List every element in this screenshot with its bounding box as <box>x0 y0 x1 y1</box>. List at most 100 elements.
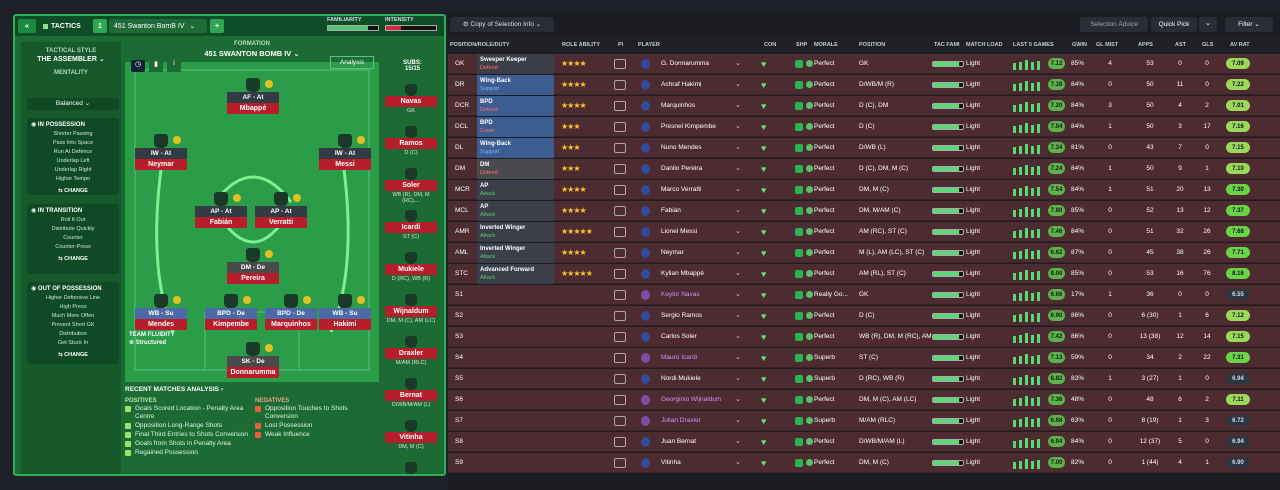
table-row[interactable]: S9 Vitinha ⌄ ♥ Perfect DM, M (C) Light 7.00 82% 0… <box>448 453 1280 473</box>
role-duty-select[interactable]: AP Attack <box>477 201 554 221</box>
chevron-down-icon[interactable]: ⌄ <box>735 312 741 319</box>
chevron-down-icon[interactable]: ⌄ <box>735 165 741 172</box>
player-name[interactable]: G. Donnarumma <box>661 60 710 67</box>
column-header[interactable]: AST <box>1175 42 1186 48</box>
role-duty-select[interactable]: Wing-Back Support <box>477 75 554 95</box>
instruction-icon[interactable] <box>357 296 365 304</box>
chevron-down-icon[interactable]: ⌄ <box>735 144 741 151</box>
column-header[interactable]: CON <box>764 42 777 48</box>
table-row[interactable]: GK Sweeper Keeper Defend ★★★★ G. Donnarumma ⌄… <box>448 54 1280 74</box>
player-name[interactable]: Nuno Mendes <box>661 144 702 151</box>
player-name[interactable]: Georginio Wijnaldum <box>661 396 722 403</box>
player-name[interactable]: Mauro Icardi <box>661 354 698 361</box>
role-duty-select[interactable] <box>477 390 554 410</box>
formation-select[interactable]: 451 SWANTON BOMB IV ⌄ <box>204 49 300 58</box>
in-possession-box[interactable]: ◉ IN POSSESSION Shorter Passing Pass Int… <box>27 118 119 195</box>
substitute-player[interactable]: Mukiele D (RC), WB (R) <box>385 252 437 282</box>
role-duty-select[interactable]: Inverted Winger Attack <box>477 243 554 263</box>
player-interaction-icon[interactable] <box>614 164 626 174</box>
column-header[interactable]: POSITION <box>859 42 886 48</box>
player-interaction-icon[interactable] <box>614 290 626 300</box>
player-name[interactable]: Marco Verratti <box>661 186 702 193</box>
table-row[interactable]: S2 Sergio Ramos ⌄ ♥ Perfect D (C) Light 6.90 86%… <box>448 306 1280 326</box>
role-duty-select[interactable] <box>477 369 554 389</box>
substitute-player[interactable]: Icardi ST (C) <box>385 210 437 240</box>
tactic-slot[interactable]: 1 <box>93 19 107 33</box>
column-header[interactable]: POSITION/ROLE/DUTY <box>450 42 510 48</box>
table-row[interactable]: S8 Juan Bernat ⌄ ♥ Perfect D/WB/M/AM (L) Light… <box>448 432 1280 452</box>
chevron-down-icon[interactable]: ⌄ <box>735 375 741 382</box>
player-interaction-icon[interactable] <box>614 59 626 69</box>
player-interaction-icon[interactable] <box>614 206 626 216</box>
table-row[interactable]: S5 Nordi Mukiele ⌄ ♥ Superb D (RC), WB (R) Lig… <box>448 369 1280 389</box>
tactics-tab[interactable]: TACTICS <box>38 19 88 33</box>
player-name[interactable]: Sergio Ramos <box>661 312 703 319</box>
table-row[interactable]: S7 Julian Draxler ⌄ ♥ Superb M/AM (RLC) Light 6… <box>448 411 1280 431</box>
tactic-select[interactable]: 451 Swanton BomB IV ⌄ <box>109 19 207 33</box>
substitute-player[interactable]: Draxler M/AM (RLC) <box>385 336 437 366</box>
pitch-player[interactable]: AP - At Verratti <box>255 192 307 228</box>
table-row[interactable]: MCR AP Attack ★★★★ Marco Verratti ⌄ ♥ Perfect DM… <box>448 180 1280 200</box>
instruction-icon[interactable] <box>265 250 273 258</box>
player-interaction-icon[interactable] <box>614 227 626 237</box>
table-row[interactable]: MCL AP Attack ★★★★ Fabián ⌄ ♥ Perfect DM, M/AM (… <box>448 201 1280 221</box>
chevron-down-icon[interactable]: ⌄ <box>735 396 741 403</box>
pitch-player[interactable]: WB - Su Hakimi <box>319 294 371 330</box>
column-header[interactable]: MATCH LOAD <box>966 42 1003 48</box>
player-name[interactable]: Keylor Navas <box>661 291 700 298</box>
player-name[interactable]: Achraf Hakimi <box>661 81 702 88</box>
chevron-down-icon[interactable]: ⌄ <box>735 186 741 193</box>
pitch-player[interactable]: AF - At Mbappé <box>227 78 279 114</box>
player-name[interactable]: Fabián <box>661 207 681 214</box>
table-row[interactable]: AMR Inverted Winger Attack ★★★★★ Lionel Mess… <box>448 222 1280 242</box>
player-name[interactable]: Vitinha <box>661 459 681 466</box>
substitute-player[interactable]: Zaire-Emery <box>385 462 437 474</box>
chevron-down-icon[interactable]: ⌄ <box>735 270 741 277</box>
substitute-player[interactable]: Vitinha DM, M (C) <box>385 420 437 450</box>
instruction-icon[interactable] <box>293 194 301 202</box>
toolbar-info-button[interactable]: i <box>167 60 181 72</box>
player-name[interactable]: Nordi Mukiele <box>661 375 701 382</box>
column-header[interactable]: LAST 5 GAMES <box>1013 42 1054 48</box>
tactical-style-name[interactable]: THE ASSEMBLER ⌄ <box>21 55 121 63</box>
selection-advice-button[interactable]: Selection Advice <box>1080 17 1148 32</box>
player-interaction-icon[interactable] <box>614 248 626 258</box>
player-interaction-icon[interactable] <box>614 311 626 321</box>
chevron-down-icon[interactable]: ⌄ <box>735 291 741 298</box>
chevron-down-icon[interactable]: ⌄ <box>735 333 741 340</box>
add-tactic-button[interactable]: + <box>210 19 224 33</box>
role-duty-select[interactable]: AP Attack <box>477 180 554 200</box>
role-duty-select[interactable]: BPD Cover <box>477 117 554 137</box>
instruction-icon[interactable] <box>233 194 241 202</box>
pitch-player[interactable]: BPD - De Kimpembe <box>205 294 257 330</box>
change-in-transition-button[interactable]: ⇆ CHANGE <box>58 256 88 262</box>
table-row[interactable]: DCR BPD Defend ★★★★ Marquinhos ⌄ ♥ Perfect D (C)… <box>448 96 1280 116</box>
chevron-down-icon[interactable]: ⌄ <box>735 60 741 67</box>
pitch-player[interactable]: SK - De Donnarumma <box>227 342 279 378</box>
table-row[interactable]: S3 Carlos Soler ⌄ ♥ Perfect WB (R), DM, M (RC… <box>448 327 1280 347</box>
filter-button[interactable]: Filter ⌄ <box>1225 17 1273 32</box>
toolbar-stats-button[interactable]: ▮ <box>149 60 163 72</box>
role-duty-select[interactable]: BPD Defend <box>477 96 554 116</box>
player-interaction-icon[interactable] <box>614 353 626 363</box>
player-interaction-icon[interactable] <box>614 374 626 384</box>
role-duty-select[interactable] <box>477 306 554 326</box>
instruction-icon[interactable] <box>243 296 251 304</box>
instruction-icon[interactable] <box>173 296 181 304</box>
pitch-player[interactable]: IW - At Neymar <box>135 134 187 170</box>
column-header[interactable]: SHP <box>796 42 808 48</box>
change-out-of-possession-button[interactable]: ⇆ CHANGE <box>58 352 88 358</box>
instruction-icon[interactable] <box>265 344 273 352</box>
role-duty-select[interactable]: Wing-Back Support <box>477 138 554 158</box>
player-interaction-icon[interactable] <box>614 269 626 279</box>
quick-pick-button[interactable]: Quick Pick <box>1151 17 1197 32</box>
pitch-player[interactable]: WB - Su Mendes <box>135 294 187 330</box>
player-interaction-icon[interactable] <box>614 458 626 468</box>
substitute-player[interactable]: Wijnaldum DM, M (C), AM (LC) <box>385 294 437 324</box>
role-duty-select[interactable]: Inverted Winger Attack <box>477 222 554 242</box>
pitch-player[interactable]: AP - At Fabián <box>195 192 247 228</box>
player-name[interactable]: Marquinhos <box>661 102 695 109</box>
player-interaction-icon[interactable] <box>614 143 626 153</box>
player-interaction-icon[interactable] <box>614 416 626 426</box>
chevron-down-icon[interactable]: ⌄ <box>735 207 741 214</box>
